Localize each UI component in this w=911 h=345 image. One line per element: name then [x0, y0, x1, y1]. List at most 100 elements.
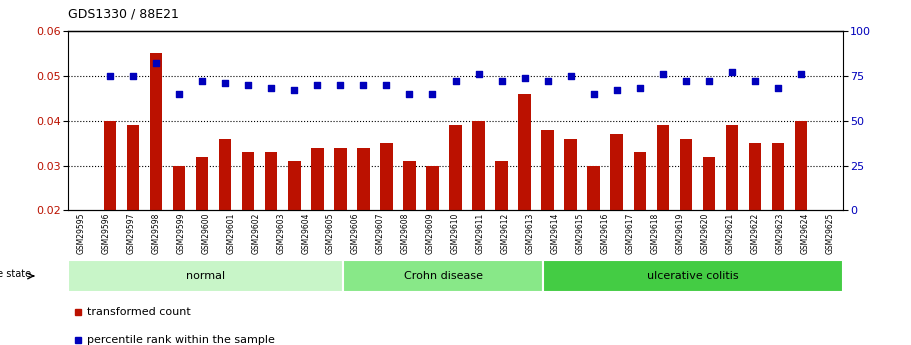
Point [171, 91, 186, 97]
Bar [726, 125, 738, 300]
Bar [104, 121, 117, 300]
Text: GSM29618: GSM29618 [650, 213, 660, 254]
Point [310, 82, 324, 88]
Text: GSM29603: GSM29603 [276, 213, 285, 254]
Text: GSM29619: GSM29619 [676, 213, 685, 254]
Point [471, 71, 486, 77]
Point [148, 61, 163, 66]
Text: normal: normal [186, 271, 225, 281]
Text: GSM29606: GSM29606 [351, 213, 360, 254]
Point [195, 79, 210, 84]
Text: GSM29611: GSM29611 [476, 213, 485, 254]
Text: GSM29623: GSM29623 [776, 213, 784, 254]
Text: GSM29604: GSM29604 [302, 213, 310, 254]
Text: GSM29605: GSM29605 [326, 213, 335, 254]
Bar [265, 152, 278, 300]
Text: GSM29614: GSM29614 [551, 213, 560, 254]
Point [126, 73, 140, 79]
Bar [241, 152, 254, 300]
Bar [472, 121, 485, 300]
Text: GSM29602: GSM29602 [251, 213, 261, 254]
Bar [196, 157, 209, 300]
Text: GSM29609: GSM29609 [426, 213, 435, 254]
Text: GSM29615: GSM29615 [576, 213, 585, 254]
Bar [518, 94, 531, 300]
Bar [610, 134, 623, 300]
Bar [794, 121, 807, 300]
Text: GSM29616: GSM29616 [601, 213, 609, 254]
Point [771, 86, 785, 91]
Bar [426, 166, 439, 300]
Bar [588, 166, 600, 300]
Point [402, 91, 416, 97]
Point [748, 79, 763, 84]
Bar [657, 125, 670, 300]
Bar [311, 148, 323, 300]
Text: GDS1330 / 88E21: GDS1330 / 88E21 [68, 8, 179, 21]
Text: GSM29596: GSM29596 [101, 213, 110, 254]
Point [793, 71, 808, 77]
Point [587, 91, 601, 97]
Bar [357, 148, 370, 300]
Text: GSM29612: GSM29612 [501, 213, 510, 254]
Point [241, 82, 255, 88]
Text: GSM29620: GSM29620 [701, 213, 710, 254]
Bar [127, 125, 139, 300]
Text: GSM29621: GSM29621 [726, 213, 735, 254]
Point [425, 91, 440, 97]
Bar [403, 161, 415, 300]
Text: GSM29608: GSM29608 [401, 213, 410, 254]
Text: GSM29625: GSM29625 [825, 213, 834, 254]
Text: GSM29607: GSM29607 [376, 213, 385, 254]
Bar [680, 139, 692, 300]
Bar [288, 161, 301, 300]
Bar [633, 152, 646, 300]
Point [356, 82, 371, 88]
Text: transformed count: transformed count [87, 307, 190, 317]
Text: GSM29624: GSM29624 [801, 213, 810, 254]
Bar [219, 139, 231, 300]
Text: GSM29599: GSM29599 [176, 213, 185, 254]
Bar [749, 143, 762, 300]
Point [701, 79, 716, 84]
Point [379, 82, 394, 88]
Point [563, 73, 578, 79]
Bar [173, 166, 185, 300]
Point [495, 79, 509, 84]
Bar [149, 53, 162, 300]
Point [540, 79, 555, 84]
Text: GSM29598: GSM29598 [151, 213, 160, 254]
Text: Crohn disease: Crohn disease [404, 271, 483, 281]
Text: disease state: disease state [0, 269, 31, 279]
Bar [449, 125, 462, 300]
Text: GSM29622: GSM29622 [751, 213, 760, 254]
Point [725, 70, 740, 75]
Text: ulcerative colitis: ulcerative colitis [647, 271, 739, 281]
Point [448, 79, 463, 84]
Bar [380, 143, 393, 300]
Text: GSM29600: GSM29600 [201, 213, 210, 254]
FancyBboxPatch shape [543, 260, 843, 292]
Text: GSM29617: GSM29617 [626, 213, 635, 254]
Text: GSM29597: GSM29597 [127, 213, 135, 254]
Bar [772, 143, 784, 300]
Point [218, 80, 232, 86]
Text: GSM29613: GSM29613 [526, 213, 535, 254]
Point [287, 88, 302, 93]
Text: percentile rank within the sample: percentile rank within the sample [87, 335, 275, 345]
Text: GSM29601: GSM29601 [226, 213, 235, 254]
Point [333, 82, 348, 88]
Point [103, 73, 118, 79]
Point [517, 75, 532, 80]
FancyBboxPatch shape [343, 260, 543, 292]
Bar [496, 161, 508, 300]
Bar [334, 148, 346, 300]
Point [679, 79, 693, 84]
Point [656, 71, 670, 77]
Point [632, 86, 647, 91]
FancyBboxPatch shape [68, 260, 343, 292]
Bar [541, 130, 554, 300]
Bar [565, 139, 577, 300]
Bar [702, 157, 715, 300]
Text: GSM29610: GSM29610 [451, 213, 460, 254]
